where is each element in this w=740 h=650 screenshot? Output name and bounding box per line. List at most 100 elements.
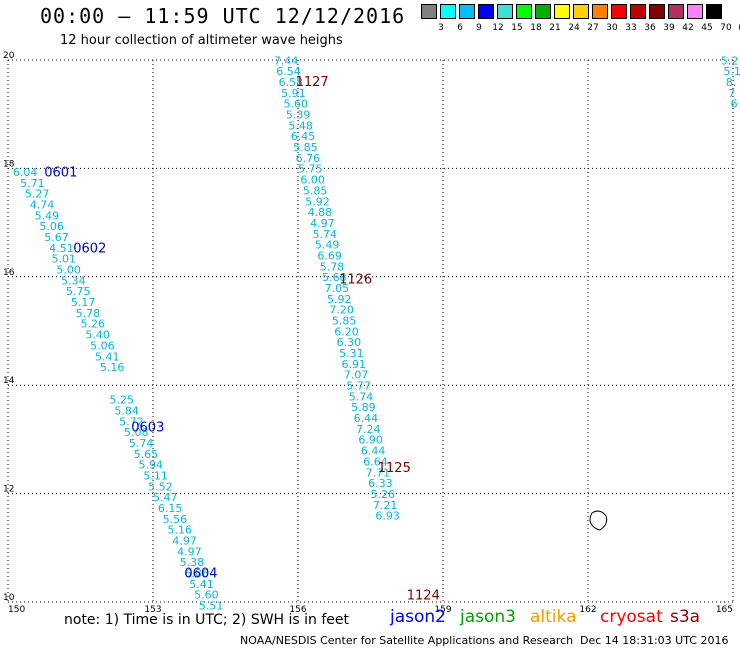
wave-height-value: 5.31	[339, 347, 364, 360]
wave-height-value: 7.20	[329, 304, 354, 317]
track-time-label: 1125	[378, 461, 411, 476]
wave-height-value: 5.49	[35, 209, 60, 222]
map-grid	[7, 59, 734, 603]
wave-height-value: 7.44	[274, 54, 299, 67]
satellite-label-jason3: jason3	[460, 607, 516, 627]
wave-height-value: 6.93	[375, 510, 400, 523]
lon-tick-label: 159	[434, 605, 451, 615]
map-subtitle: 12 hour collection of altimeter wave hei…	[60, 33, 343, 48]
legend-label: 42	[682, 23, 694, 33]
wave-height-value: 5.16	[100, 361, 125, 374]
legend-swatch	[459, 4, 475, 19]
wave-height-value: 6.44	[361, 445, 386, 458]
wave-height-value: 5.27	[25, 188, 49, 201]
wave-height-value: 6.76	[296, 152, 321, 165]
wave-height-value: 5.52	[148, 480, 173, 493]
wave-height-value: 5.75	[66, 285, 91, 298]
wave-height-value: 5.01	[52, 253, 77, 266]
wave-height-value: 5.38	[180, 556, 205, 569]
legend-swatch	[554, 4, 570, 19]
legend-swatch	[611, 4, 627, 19]
map-title: 00:00 – 11:59 UTC 12/12/2016	[40, 4, 406, 28]
wave-height-value: 5.41	[95, 350, 120, 363]
wave-height-value: 5.40	[85, 329, 110, 342]
wave-height-value: 6.00	[300, 174, 325, 187]
track-time-label: 0603	[131, 420, 164, 435]
wave-height-value: 7.05	[325, 282, 350, 295]
legend-label: 9	[476, 23, 482, 33]
wave-height-value: 5.48	[288, 119, 313, 132]
wave-height-value: 6.90	[358, 434, 383, 447]
wave-height-value: 5.85	[293, 141, 318, 154]
wave-height-value: 5.49	[315, 239, 340, 252]
legend-label: 36	[644, 23, 656, 33]
lat-tick-label: 12	[3, 485, 14, 495]
wave-height-value: 5.92	[305, 195, 330, 208]
legend-label: 30	[606, 23, 618, 33]
legend-label: 15	[511, 23, 523, 33]
wave-height-value: 5.78	[76, 307, 101, 320]
legend-label: 21	[549, 23, 561, 33]
wave-height-value: 5.91	[281, 87, 306, 100]
lat-tick-label: 10	[3, 593, 15, 603]
wave-height-value: 5.65	[134, 448, 159, 461]
footnote: note: 1) Time is in UTC; 2) SWH is in fe…	[64, 612, 350, 628]
wave-height-value: 5.08	[124, 426, 149, 439]
wave-height-value: 5.74	[349, 390, 374, 403]
wave-height-value: 6.04	[13, 166, 38, 179]
legend-label: (ft)	[738, 23, 740, 33]
wave-height-value: 7.07	[344, 369, 369, 382]
legend-swatch	[421, 4, 437, 19]
wave-height-value: 6.20	[334, 325, 359, 338]
generation-timestamp: Dec 14 18:31:03 UTC 2016	[580, 634, 729, 647]
satellite-label-s3a: s3a	[670, 607, 701, 627]
wave-height-value: 5.60	[194, 589, 219, 602]
wave-height-value: 5.74	[129, 437, 154, 450]
legend-label: 33	[625, 23, 637, 33]
wave-height-value: 6	[731, 98, 738, 111]
lat-tick-label: 18	[3, 159, 15, 169]
track-time-label: 0601	[44, 166, 77, 181]
legend-label: 70	[720, 23, 732, 33]
wave-height-value: 5.71	[20, 177, 45, 190]
credit-line: NOAA/NESDIS Center for Satellite Applica…	[240, 634, 574, 647]
wave-height-value: 7.71	[366, 466, 391, 479]
lon-tick-label: 156	[289, 605, 306, 615]
wave-height-value: 5.84	[114, 404, 139, 417]
wave-height-value: 5.47	[153, 491, 178, 504]
wave-height-value: 5.51	[199, 600, 224, 613]
legend-swatch	[440, 4, 456, 19]
wave-height-value: 6.91	[342, 358, 367, 371]
wave-height-value: 4.97	[177, 545, 202, 558]
legend-label: 3	[438, 23, 444, 33]
wave-height-value: 5.17	[71, 296, 96, 309]
legend-label: 18	[530, 23, 542, 33]
island-outline	[589, 510, 608, 531]
wave-height-value: 4.97	[172, 535, 197, 548]
wave-height-value: 6.58	[279, 76, 304, 89]
legend-label: 39	[663, 23, 675, 33]
wave-height-value: 5.85	[303, 184, 328, 197]
lon-tick-label: 162	[579, 605, 596, 615]
legend-swatch	[592, 4, 608, 19]
wave-height-value: 4.88	[308, 206, 333, 219]
wave-height-value: 5.74	[313, 228, 338, 241]
wave-height-value: 8.	[726, 76, 737, 89]
wave-height-value: 6.30	[337, 336, 362, 349]
track-time-label: 1126	[339, 272, 372, 287]
wave-height-value: 6.45	[291, 130, 316, 143]
wave-height-value: 5.77	[346, 380, 371, 393]
legend-swatch	[535, 4, 551, 19]
track-time-label: 1124	[407, 588, 440, 603]
wave-height-value: 5.34	[61, 274, 86, 287]
wave-height-value: 5.06	[39, 220, 64, 233]
wave-height-value: 5.94	[139, 459, 164, 472]
wave-height-value: 5.26	[371, 488, 396, 501]
wave-height-value: 5.2	[721, 54, 739, 67]
wave-height-value: 5.00	[56, 264, 80, 277]
wave-height-values: 6.045.715.274.745.495.065.674.515.015.00…	[13, 54, 740, 612]
legend-label: 12	[492, 23, 504, 33]
wave-height-value: 5.78	[320, 260, 345, 273]
lat-tick-label: 16	[3, 268, 15, 278]
